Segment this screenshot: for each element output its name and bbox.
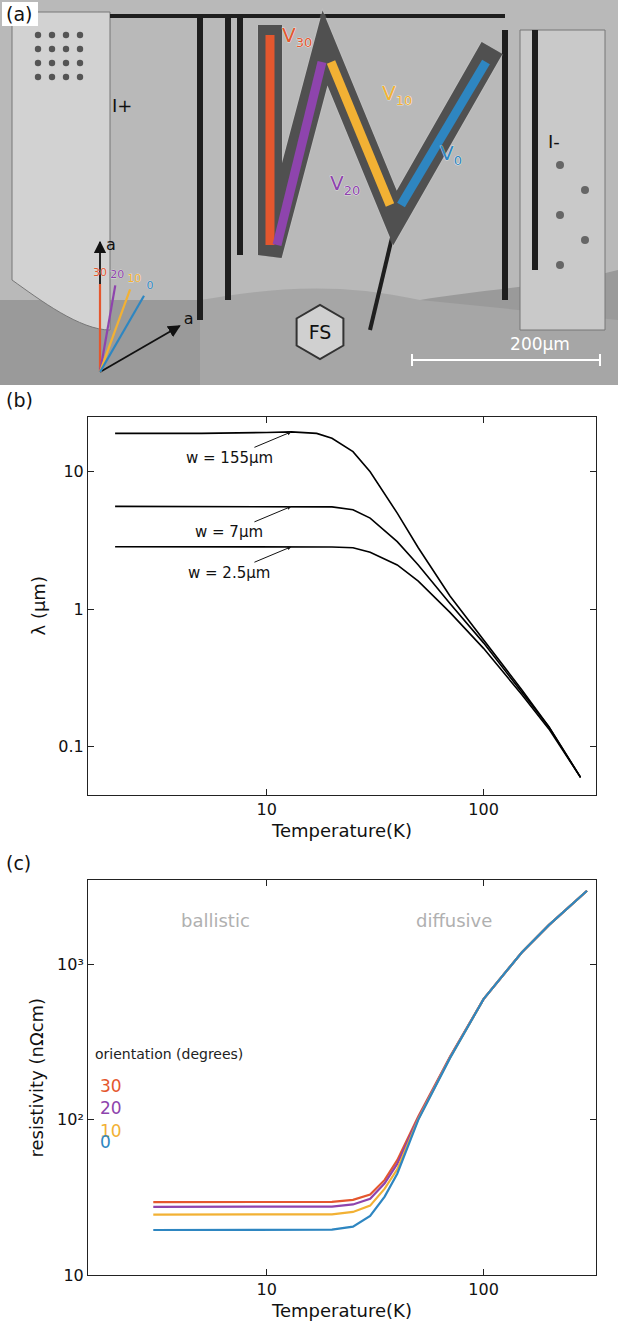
svg-text:a: a — [184, 309, 194, 328]
svg-text:(a): (a) — [6, 3, 32, 25]
svg-text:orientation (degrees): orientation (degrees) — [95, 1046, 243, 1062]
svg-text:10: 10 — [100, 1121, 122, 1141]
svg-text:V10: V10 — [382, 81, 412, 108]
svg-text:Temperature(K): Temperature(K) — [271, 820, 412, 841]
svg-text:10²: 10² — [57, 1110, 84, 1129]
svg-text:1: 1 — [74, 600, 84, 619]
svg-text:resistivity (nΩcm): resistivity (nΩcm) — [26, 998, 47, 1158]
svg-text:10: 10 — [127, 272, 141, 285]
svg-text:FS: FS — [309, 321, 332, 343]
svg-text:0: 0 — [147, 279, 154, 292]
svg-text:10³: 10³ — [57, 955, 84, 974]
svg-text:V30: V30 — [282, 23, 312, 50]
svg-text:V20: V20 — [330, 171, 360, 198]
svg-text:20: 20 — [100, 1098, 122, 1118]
svg-text:10: 10 — [257, 800, 277, 819]
svg-text:10: 10 — [63, 462, 83, 481]
svg-text:0: 0 — [100, 1132, 111, 1152]
svg-text:20: 20 — [110, 268, 124, 281]
svg-text:(b): (b) — [6, 389, 33, 411]
svg-text:λ (μm): λ (μm) — [28, 576, 49, 635]
svg-text:(c): (c) — [6, 852, 31, 874]
svg-text:V0: V0 — [440, 141, 462, 168]
svg-text:diffusive: diffusive — [416, 910, 492, 931]
svg-text:10: 10 — [63, 1266, 83, 1285]
svg-text:0.1: 0.1 — [58, 737, 83, 756]
svg-text:Temperature(K): Temperature(K) — [271, 1300, 412, 1321]
svg-text:30: 30 — [100, 1076, 122, 1096]
svg-text:100: 100 — [468, 800, 499, 819]
svg-text:I+: I+ — [112, 95, 132, 116]
svg-text:ballistic: ballistic — [181, 910, 250, 931]
svg-text:I-: I- — [548, 131, 560, 152]
svg-text:30: 30 — [93, 266, 107, 279]
svg-text:10: 10 — [257, 1280, 277, 1299]
svg-text:w = 2.5μm: w = 2.5μm — [188, 564, 270, 582]
svg-text:100: 100 — [468, 1280, 499, 1299]
svg-text:w = 7μm: w = 7μm — [195, 523, 263, 541]
svg-text:200μm: 200μm — [510, 334, 570, 354]
svg-text:a: a — [106, 235, 116, 254]
svg-text:w = 155μm: w = 155μm — [186, 449, 273, 467]
